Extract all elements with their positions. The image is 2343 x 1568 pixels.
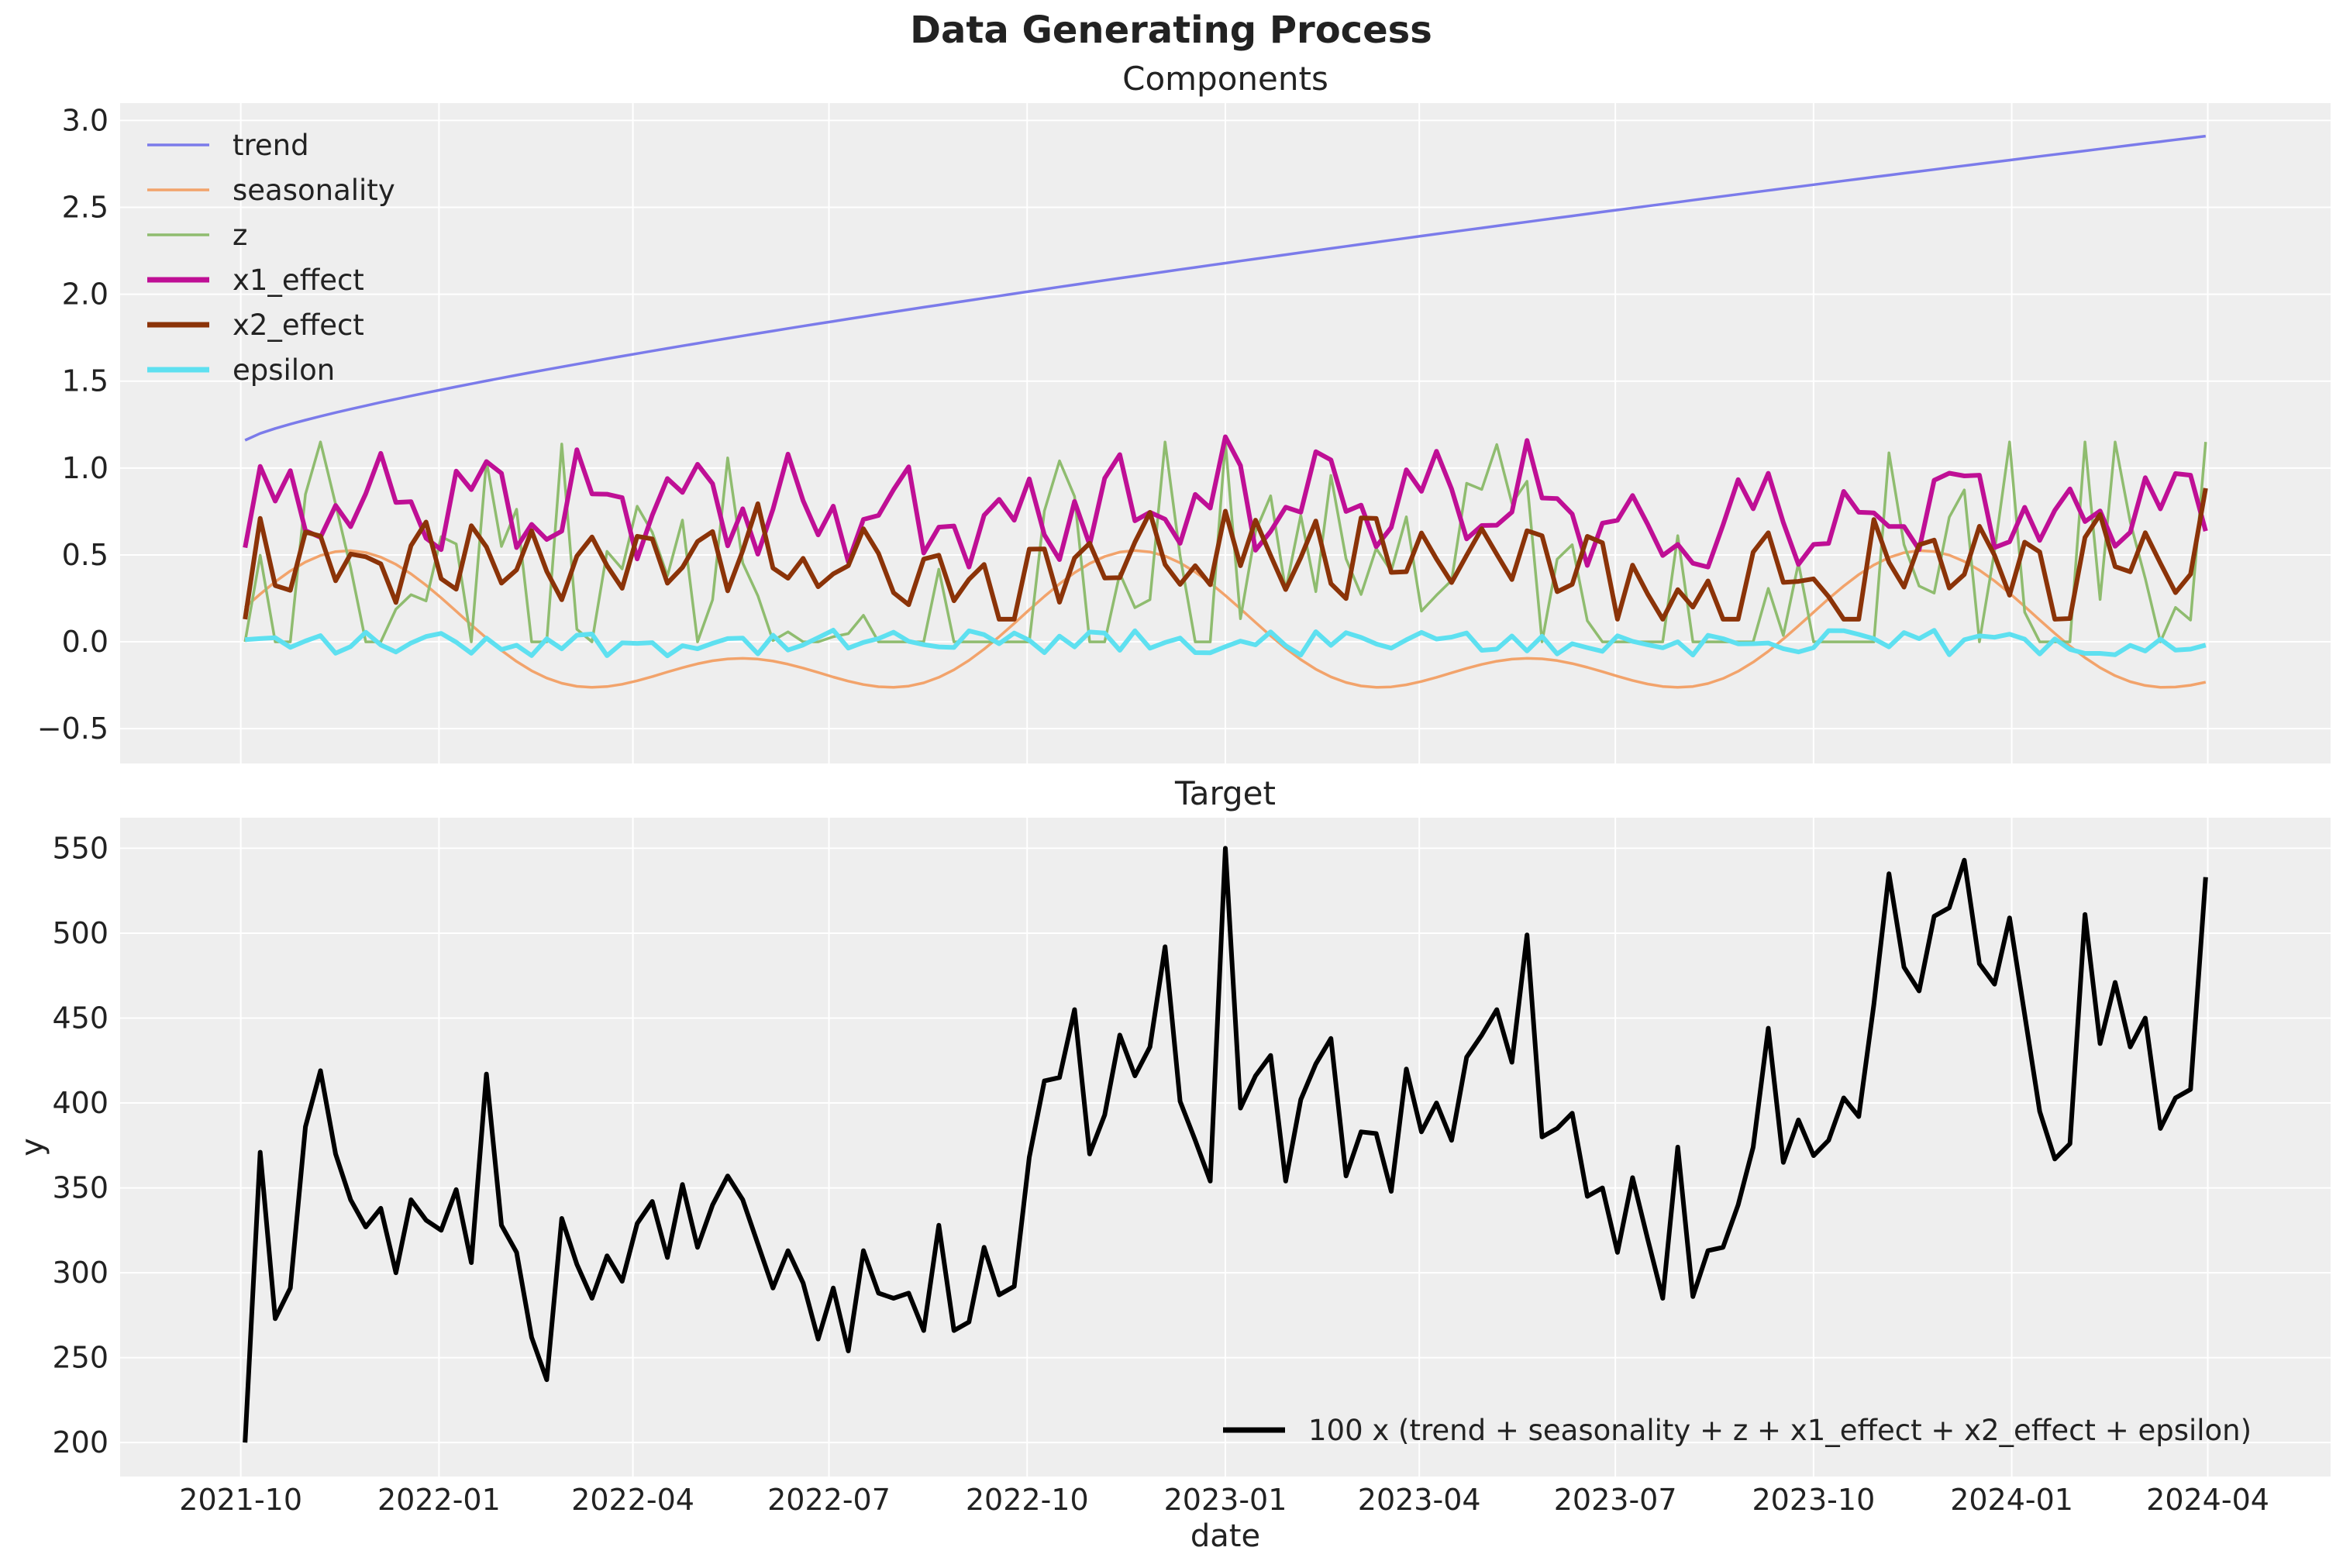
target-x-tick-label: 2022-01 — [377, 1483, 501, 1517]
target-title: Target — [1174, 774, 1276, 812]
target-series-line — [243, 846, 2208, 1443]
components-lines — [243, 134, 2208, 689]
target-x-tick-label: 2022-07 — [767, 1483, 891, 1517]
legend-label-target: 100 x (trend + seasonality + z + x1_effe… — [1308, 1414, 2252, 1447]
target-x-tick-label: 2023-04 — [1358, 1483, 1481, 1517]
components-title: Components — [1122, 60, 1328, 98]
components-y-tick-label: 0.5 — [62, 538, 109, 572]
components-series-x2-effect — [243, 488, 2208, 622]
legend-label-seasonality: seasonality — [233, 174, 395, 207]
target-y-tick-label: 300 — [52, 1256, 109, 1290]
target-x-tick-label: 2023-10 — [1752, 1483, 1875, 1517]
legend-label-x1-effect: x1_effect — [233, 264, 364, 297]
target-x-axis-label: date — [1190, 1518, 1260, 1554]
legend-label-x2-effect: x2_effect — [233, 308, 364, 342]
figure-title: Data Generating Process — [910, 9, 1432, 52]
components-y-tick-label: 3.0 — [62, 103, 109, 137]
target-x-axis: 2021-10 2022-01 2022-04 2022-07 2022-10 2023-… — [179, 1483, 2269, 1517]
target-x-tick-label: 2023-01 — [1164, 1483, 1287, 1517]
target-y-axis-label: y — [15, 1138, 50, 1156]
legend-label-trend: trend — [233, 129, 309, 162]
components-legend: trend seasonality z x1_effect x2_effect … — [147, 129, 395, 387]
target-x-tick-label: 2021-10 — [179, 1483, 302, 1517]
components-y-tick-label: 2.5 — [62, 191, 109, 225]
components-panel: Components −0.5 0.0 0.5 1.0 1.5 2.0 2.5 3.0 tre… — [37, 60, 2331, 763]
legend-label-z: z — [233, 219, 247, 252]
target-x-tick-label: 2024-01 — [1950, 1483, 2073, 1517]
target-y-tick-label: 200 — [52, 1425, 109, 1459]
components-y-tick-label: 1.0 — [62, 451, 109, 485]
target-legend: 100 x (trend + seasonality + z + x1_effe… — [1223, 1414, 2252, 1447]
target-y-tick-label: 350 — [52, 1171, 109, 1205]
target-y-tick-label: 400 — [52, 1086, 109, 1120]
components-y-tick-label: 1.5 — [62, 364, 109, 398]
target-y-axis: 200 250 300 350 400 450 500 550 — [52, 831, 109, 1459]
legend-label-epsilon: epsilon — [233, 353, 335, 387]
target-y-tick-label: 450 — [52, 1001, 109, 1036]
components-y-tick-label: 2.0 — [62, 277, 109, 312]
target-x-tick-label: 2023-07 — [1554, 1483, 1677, 1517]
components-y-tick-label: 0.0 — [62, 625, 109, 659]
components-series-trend — [244, 134, 2207, 442]
components-series-x1-effect — [243, 434, 2208, 570]
target-y-tick-label: 250 — [52, 1341, 109, 1375]
components-series-epsilon — [244, 628, 2207, 659]
target-y-tick-label: 550 — [52, 831, 109, 865]
target-x-tick-label: 2024-04 — [2146, 1483, 2269, 1517]
target-lines — [243, 846, 2208, 1443]
target-x-tick-label: 2022-04 — [571, 1483, 694, 1517]
components-y-tick-label: −0.5 — [37, 712, 109, 746]
target-x-tick-label: 2022-10 — [966, 1483, 1089, 1517]
components-y-axis: −0.5 0.0 0.5 1.0 1.5 2.0 2.5 3.0 — [37, 103, 109, 746]
target-y-tick-label: 500 — [52, 916, 109, 950]
